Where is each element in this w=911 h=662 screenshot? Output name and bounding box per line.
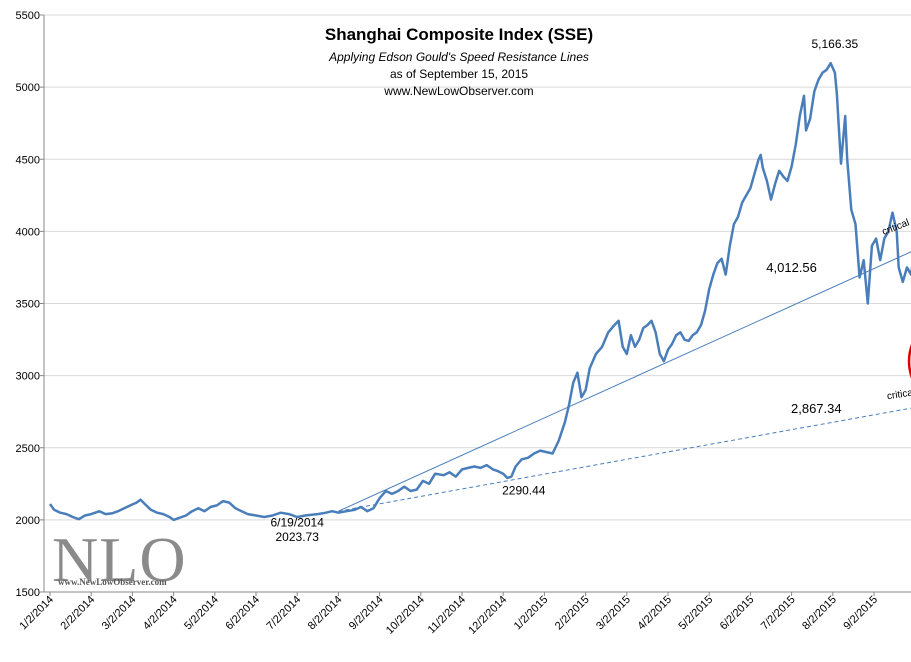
annotation: 2290.44 xyxy=(502,484,546,498)
y-tick-label: 3000 xyxy=(16,371,40,383)
y-tick-label: 2500 xyxy=(16,443,40,455)
chart-title: Shanghai Composite Index (SSE) xyxy=(325,25,593,44)
nlo-watermark: NLO www.NewLowObserver.com xyxy=(52,524,187,595)
annotation: 2023.73 xyxy=(276,530,320,544)
trendline-critical-resistance xyxy=(338,251,911,512)
series xyxy=(48,61,911,522)
annotation: 2,867.34 xyxy=(791,401,842,416)
highlight-ellipse xyxy=(907,343,911,379)
y-tick-label: 4500 xyxy=(16,154,40,166)
axes xyxy=(40,14,911,596)
nlo-url: www.NewLowObserver.com xyxy=(58,577,167,587)
y-tick-label: 5000 xyxy=(16,82,40,94)
chart-date: as of September 15, 2015 xyxy=(390,67,528,81)
chart-subtitle: Applying Edson Gould's Speed Resistance … xyxy=(328,50,589,64)
y-tick-labels: 1500 2000 2500 3000 3500 4000 4500 5000 5500 xyxy=(16,10,40,599)
chart-website: www.NewLowObserver.com xyxy=(383,84,533,98)
y-tick-label: 2000 xyxy=(16,515,40,527)
annotation: 6/19/2014 xyxy=(271,515,325,529)
series-line-sse xyxy=(48,61,911,522)
annotation: 5,166.35 xyxy=(812,37,859,51)
highlight-circle xyxy=(907,343,911,379)
y-tick-label: 1500 xyxy=(16,587,40,599)
y-tick-label: 5500 xyxy=(16,10,40,22)
y-tick-label: 3500 xyxy=(16,299,40,311)
trendline-critical-support xyxy=(338,407,911,512)
annotation: 4,012.56 xyxy=(766,260,817,275)
y-tick-label: 4000 xyxy=(16,226,40,238)
trendlines xyxy=(338,251,911,512)
nlo-logo: NLO xyxy=(52,524,187,595)
